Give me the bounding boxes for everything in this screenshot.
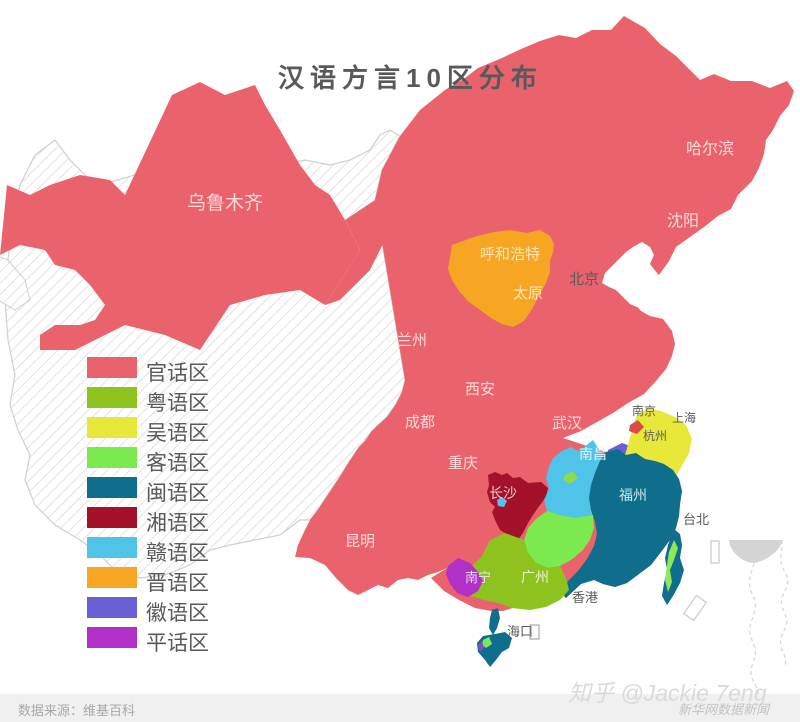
svg-text:杭州: 杭州 (643, 428, 667, 443)
svg-text:昆明: 昆明 (345, 533, 375, 550)
svg-text:兰州: 兰州 (397, 332, 427, 349)
svg-text:长沙: 长沙 (489, 485, 517, 501)
svg-text:广州: 广州 (521, 569, 549, 585)
svg-text:南宁: 南宁 (465, 570, 491, 585)
svg-text:乌鲁木齐: 乌鲁木齐 (187, 192, 263, 214)
svg-text:重庆: 重庆 (448, 455, 478, 472)
svg-text:呼和浩特: 呼和浩特 (480, 246, 540, 263)
svg-text:北京: 北京 (569, 271, 599, 288)
svg-text:南昌: 南昌 (579, 446, 607, 462)
svg-text:武汉: 武汉 (552, 415, 582, 432)
svg-text:香港: 香港 (572, 590, 598, 605)
svg-text:海口: 海口 (507, 624, 533, 639)
svg-text:太原: 太原 (513, 285, 543, 302)
svg-text:西安: 西安 (465, 381, 495, 398)
svg-text:上海: 上海 (672, 410, 696, 425)
svg-text:福州: 福州 (619, 487, 647, 503)
svg-text:沈阳: 沈阳 (667, 212, 699, 230)
svg-text:南京: 南京 (632, 403, 656, 418)
svg-text:哈尔滨: 哈尔滨 (686, 140, 734, 158)
svg-text:台北: 台北 (683, 512, 709, 527)
svg-text:成都: 成都 (405, 414, 435, 431)
